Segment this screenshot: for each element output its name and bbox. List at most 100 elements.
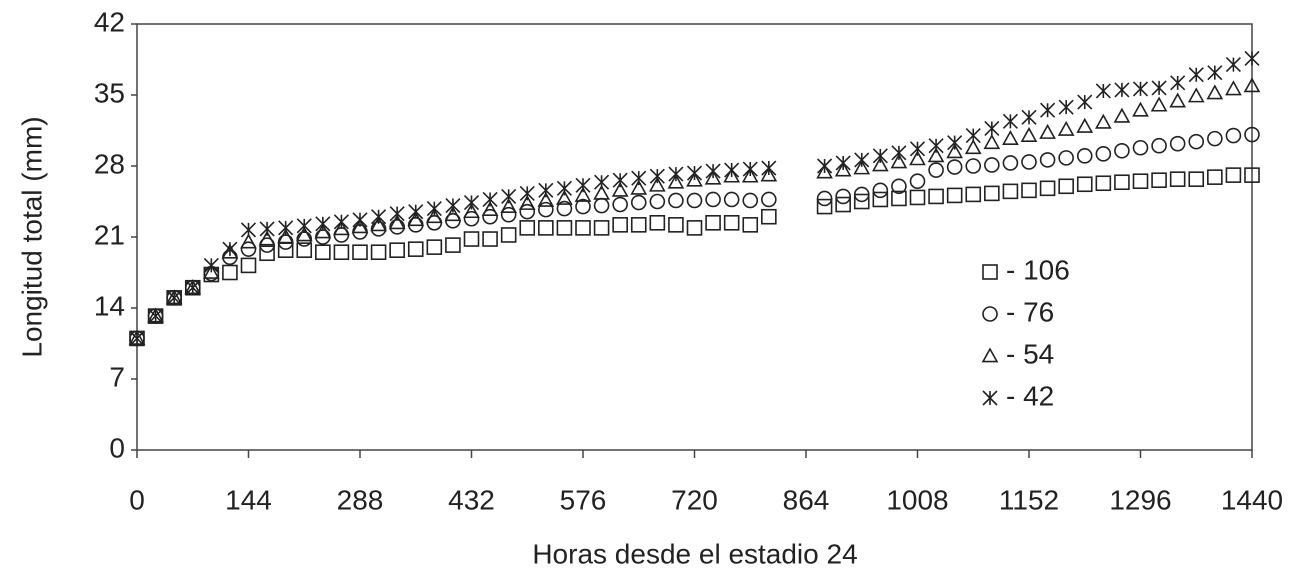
marker-circle: [519, 203, 536, 220]
marker-asterisk: [891, 145, 907, 161]
marker-asterisk: [315, 216, 331, 232]
marker-asterisk: [612, 172, 628, 188]
marker-triangle: [258, 230, 276, 246]
marker-square: [333, 244, 350, 261]
marker-triangle: [518, 194, 536, 210]
marker-asterisk: [1132, 81, 1149, 97]
marker-triangle: [221, 243, 239, 259]
marker-circle: [556, 200, 573, 217]
marker-triangle: [630, 179, 648, 195]
marker-asterisk: [1207, 65, 1223, 81]
marker-circle: [705, 191, 721, 208]
marker-triangle: [853, 159, 871, 175]
marker-circle: [853, 186, 870, 203]
marker-square: [1021, 182, 1037, 199]
marker-asterisk: [984, 120, 1000, 137]
y-tick-label: 7: [109, 361, 125, 392]
marker-circle: [742, 192, 759, 209]
marker-asterisk: [872, 148, 888, 164]
marker-square: [519, 220, 536, 236]
marker-asterisk: [148, 308, 164, 324]
marker-asterisk: [724, 162, 740, 178]
marker-triangle: [351, 218, 369, 234]
marker-triangle: [1243, 77, 1261, 93]
marker-asterisk: [556, 180, 572, 196]
marker-asterisk: [1058, 99, 1074, 115]
marker-asterisk: [166, 290, 182, 306]
marker-square: [1207, 169, 1223, 185]
y-tick-label: 14: [94, 290, 125, 321]
marker-square: [742, 217, 759, 233]
marker-circle: [761, 191, 777, 208]
marker-square: [222, 264, 238, 281]
marker-circle: [891, 178, 907, 195]
marker-square: [1151, 172, 1167, 188]
marker-triangle: [871, 156, 889, 172]
marker-circle: [1039, 152, 1056, 168]
marker-circle: [1225, 127, 1242, 144]
marker-circle: [668, 192, 684, 209]
marker-triangle: [370, 216, 387, 232]
x-tick-label: 1296: [1109, 484, 1171, 515]
marker-asterisk: [742, 161, 758, 177]
marker-asterisk: [426, 201, 442, 217]
marker-asterisk: [538, 182, 554, 198]
x-tick-label: 144: [225, 484, 272, 515]
marker-asterisk: [1188, 67, 1204, 83]
marker-square: [1058, 178, 1074, 195]
marker-asterisk: [649, 168, 665, 184]
marker-circle: [1244, 126, 1260, 143]
x-tick-label: 1008: [886, 484, 948, 515]
marker-triangle: [333, 220, 350, 236]
marker-circle: [575, 198, 591, 215]
marker-triangle: [890, 153, 908, 169]
marker-circle: [240, 241, 257, 257]
marker-circle: [835, 188, 851, 205]
marker-asterisk: [761, 160, 777, 176]
marker-triangle: [909, 150, 926, 166]
marker-triangle: [1002, 129, 1019, 146]
marker-triangle: [1225, 80, 1242, 96]
marker-triangle: [481, 200, 499, 217]
marker-triangle: [1132, 101, 1149, 117]
marker-circle: [463, 210, 480, 227]
marker-asterisk: [928, 138, 944, 154]
marker-asterisk: [575, 177, 591, 193]
marker-asterisk: [1095, 83, 1111, 99]
marker-circle: [482, 208, 498, 225]
x-tick-label: 576: [560, 484, 607, 515]
marker-circle: [909, 173, 926, 190]
marker-triangle: [556, 189, 573, 205]
marker-asterisk: [1151, 80, 1167, 96]
marker-circle: [928, 162, 944, 178]
marker-triangle: [760, 166, 778, 182]
marker-asterisk: [371, 209, 387, 225]
marker-asterisk: [408, 204, 424, 220]
marker-square: [500, 227, 517, 243]
marker-square: [1225, 167, 1242, 183]
marker-square: [965, 186, 982, 203]
marker-asterisk: [1002, 113, 1018, 129]
marker-asterisk: [352, 212, 368, 228]
y-axis-label: Longitud total (mm): [16, 116, 47, 357]
marker-square: [1132, 173, 1149, 190]
marker-triangle: [202, 263, 220, 279]
marker-triangle: [816, 163, 833, 179]
marker-asterisk: [594, 174, 610, 190]
marker-square: [816, 198, 833, 215]
x-tick-label: 432: [448, 484, 495, 515]
marker-square: [705, 215, 721, 231]
marker-triangle: [1169, 92, 1187, 108]
marker-asterisk: [259, 221, 275, 237]
marker-asterisk: [203, 257, 219, 273]
marker-square: [649, 215, 666, 231]
marker-circle: [612, 196, 628, 213]
marker-asterisk: [185, 280, 201, 296]
y-tick-label: 21: [94, 219, 125, 250]
marker-triangle: [667, 173, 685, 189]
marker-circle: [1002, 155, 1019, 171]
legend-label: - 106: [1006, 254, 1070, 285]
marker-circle: [630, 194, 647, 211]
marker-triangle: [648, 176, 666, 192]
